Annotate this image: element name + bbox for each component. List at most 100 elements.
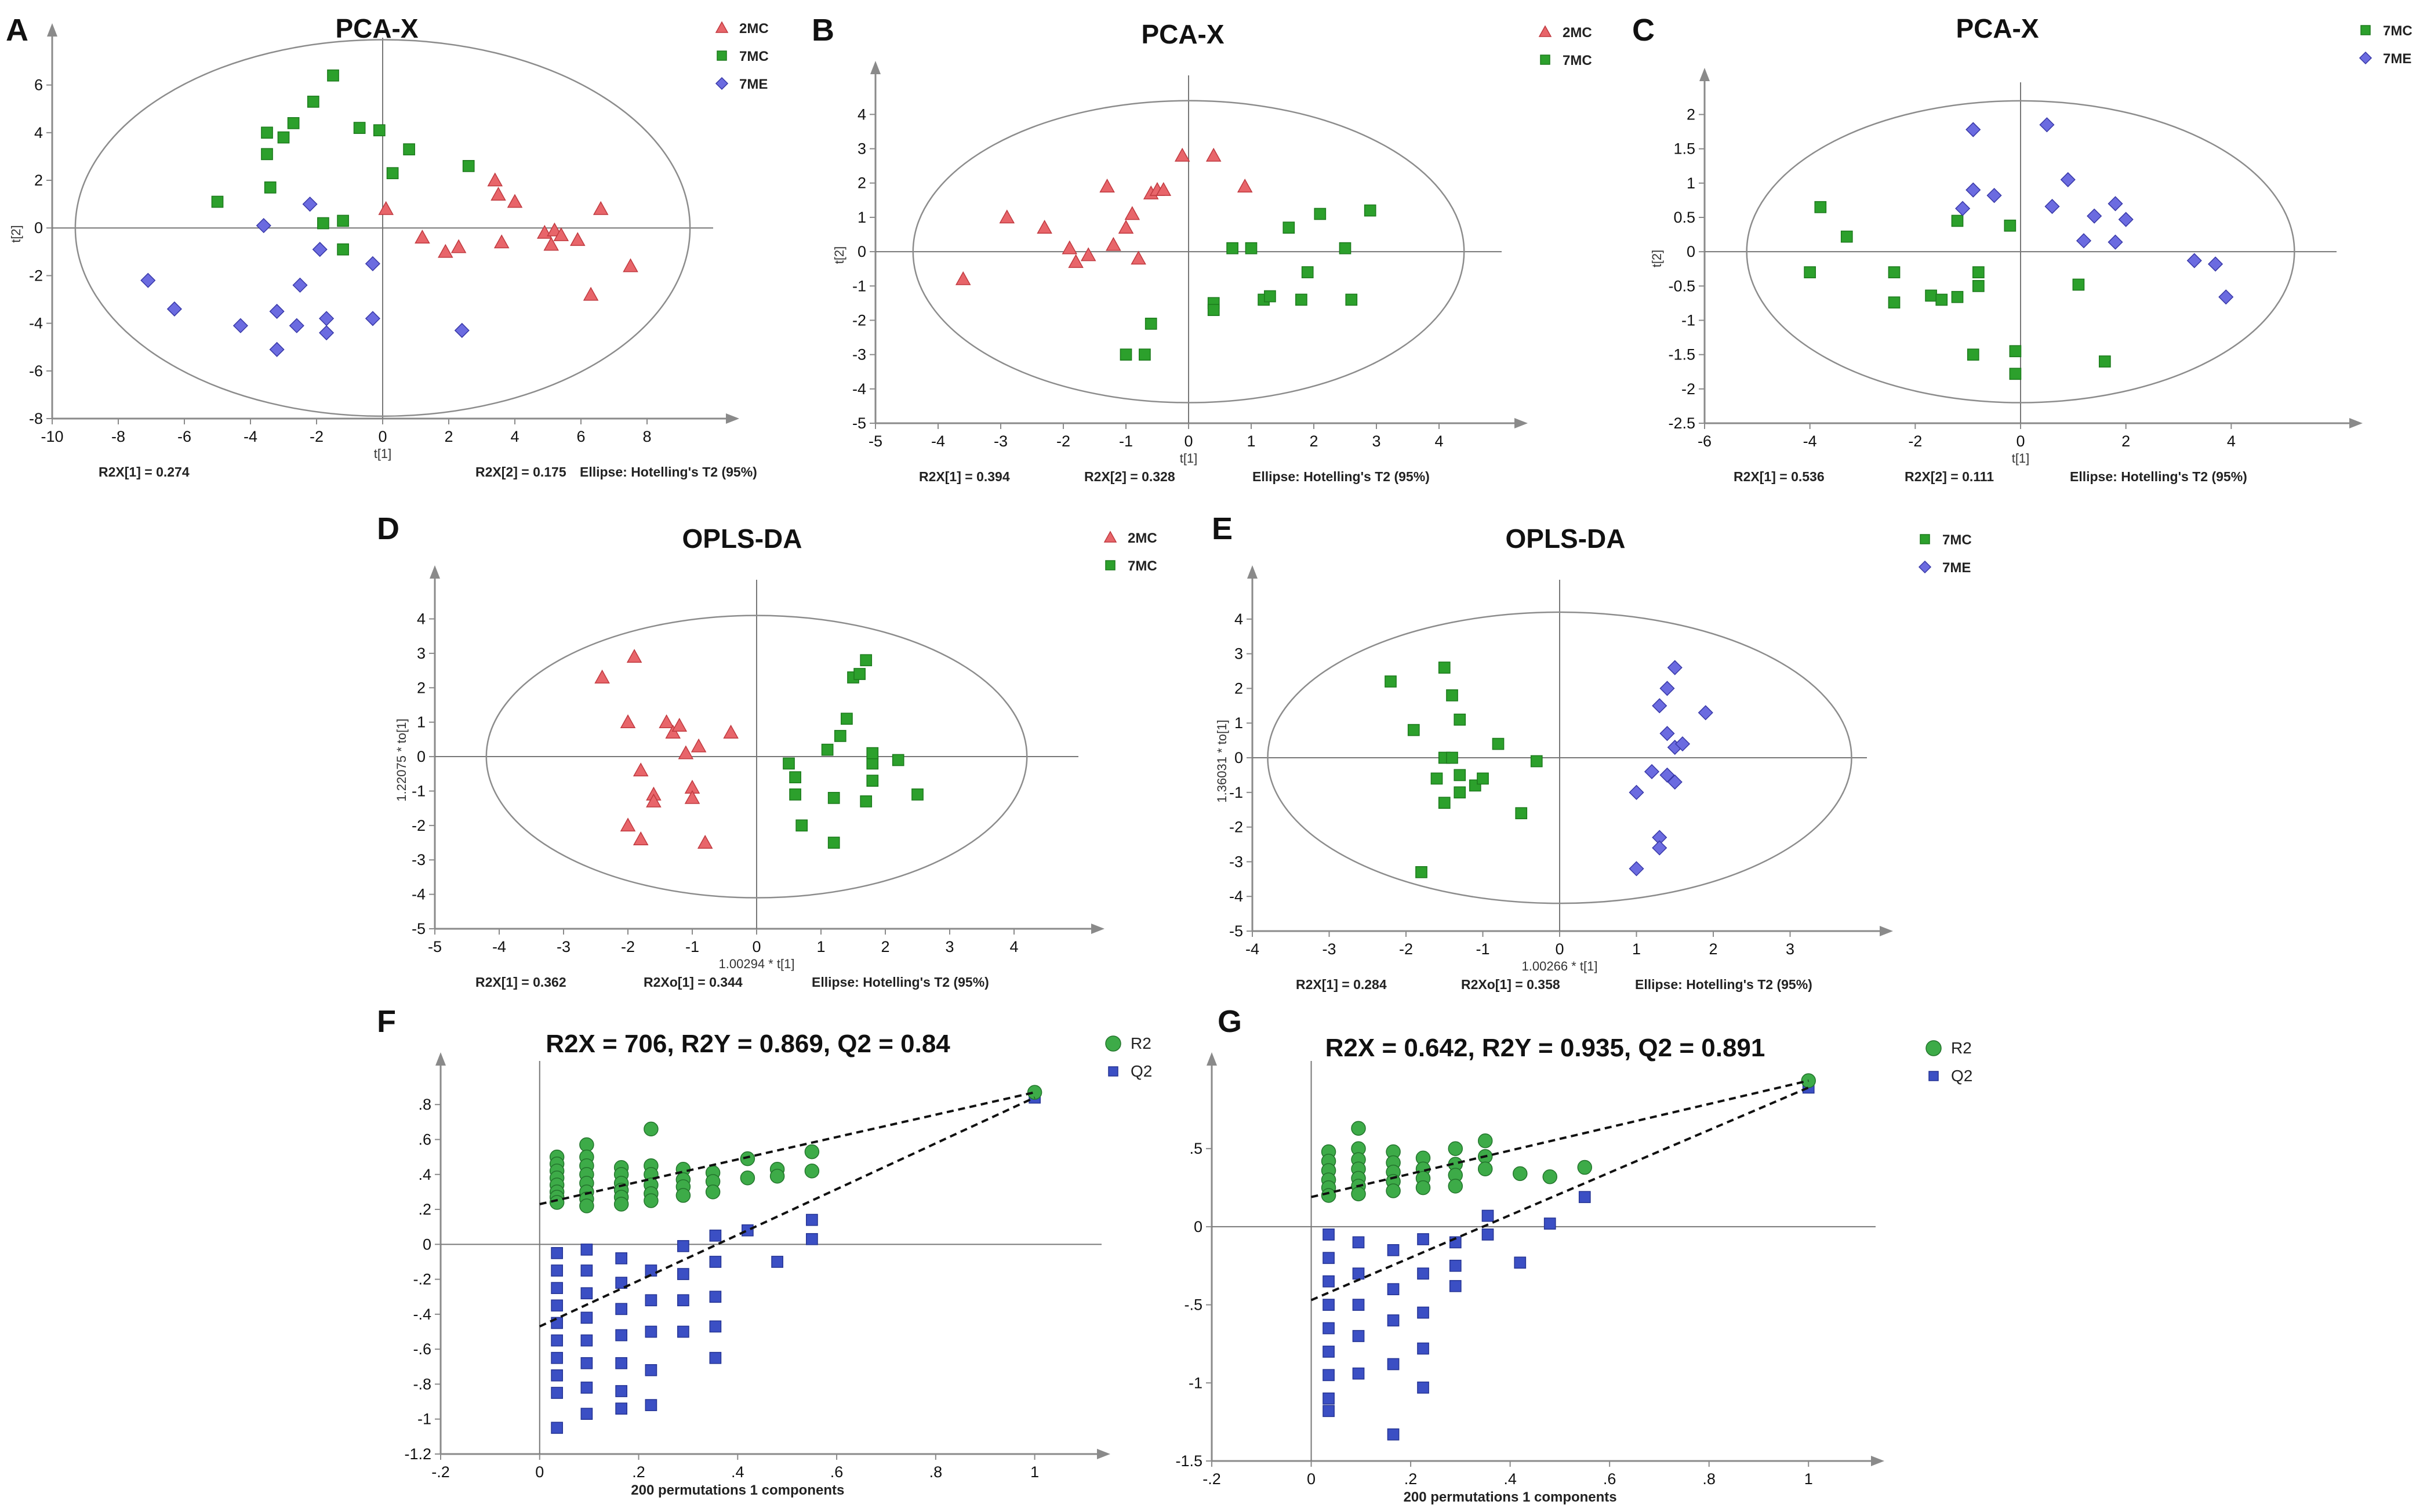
y-tick-label: -1 (1229, 784, 1243, 801)
data-point (579, 1198, 594, 1213)
legend-marker-7mc (1920, 534, 1930, 544)
data-point (645, 1325, 657, 1338)
x-tick-label: -1 (685, 938, 699, 955)
data-point (580, 1382, 593, 1394)
data-point (1448, 1141, 1463, 1156)
data-point (403, 143, 415, 155)
y-tick-label: .2 (418, 1201, 431, 1218)
data-point (2004, 219, 2017, 232)
x-tick-label: -1 (1476, 940, 1489, 958)
legend-marker-7mc (1105, 560, 1116, 570)
y-tick-label: 2 (1234, 679, 1243, 697)
data-point (633, 831, 649, 845)
footer-stat: R2Xo[1] = 0.344 (644, 975, 743, 990)
x-tick-label: -6 (177, 428, 191, 445)
x-axis-arrow (1514, 418, 1528, 428)
y-tick-label: -3 (412, 851, 426, 868)
data-point (1449, 1280, 1462, 1292)
x-axis-arrow (1880, 926, 1893, 936)
y-tick-label: 0 (34, 219, 43, 237)
data-point (2098, 355, 2111, 368)
data-point (1415, 866, 1427, 878)
data-point (1659, 681, 1675, 696)
data-point (2072, 278, 2085, 291)
data-point (264, 181, 277, 194)
data-point (1323, 1299, 1335, 1311)
data-point (438, 243, 453, 258)
data-point (1542, 1169, 1557, 1184)
footer-stat: Ellipse: Hotelling's T2 (95%) (1635, 977, 1812, 992)
data-point (1417, 1306, 1429, 1319)
x-tick-label: -4 (1245, 940, 1259, 958)
data-point (580, 1357, 593, 1369)
data-point (783, 757, 795, 770)
footer-stat: R2X[1] = 0.284 (1296, 977, 1387, 992)
x-axis-label: 1.00294 * t[1] (719, 957, 795, 971)
legend-marker-2mc (1538, 25, 1552, 37)
series-7mc (1804, 201, 2111, 380)
y-tick-label: -2.5 (1668, 415, 1695, 432)
y-tick-label: 0 (1687, 243, 1695, 260)
data-point (615, 1277, 628, 1289)
data-point (2218, 289, 2234, 305)
x-tick-label: 6 (576, 428, 585, 445)
data-point (615, 1252, 628, 1264)
y-tick-label: 3 (858, 140, 866, 158)
data-point (1513, 1166, 1528, 1182)
legend-label: 7ME (1942, 560, 1971, 576)
series-r2 (1321, 1073, 1816, 1203)
x-tick-label: 0 (1555, 940, 1564, 958)
data-point (645, 1399, 657, 1411)
data-point (1352, 1330, 1365, 1342)
panel-g: G R2X = 0.642, R2Y = 0.935, Q2 = 0.891 -.2… (1175, 1004, 1972, 1505)
data-point (317, 217, 329, 230)
data-point (678, 745, 694, 759)
x-tick-label: 2 (2121, 432, 2130, 450)
data-point (551, 1387, 564, 1399)
y-tick-label: -2 (412, 817, 426, 834)
legend-label: 7ME (2383, 51, 2411, 67)
data-point (646, 793, 662, 808)
data-point (866, 757, 879, 770)
hotelling-ellipse (1746, 100, 2295, 404)
data-point (307, 96, 319, 108)
x-tick-label: -6 (1698, 432, 1712, 450)
data-point (312, 242, 328, 257)
footer-stat: Ellipse: Hotelling's T2 (95%) (580, 464, 757, 479)
legend-marker-q2 (1928, 1071, 1939, 1081)
y-tick-label: -3 (1229, 853, 1243, 870)
x-tick-label: -4 (931, 432, 945, 450)
data-point (1323, 1322, 1335, 1335)
y-tick-label: -6 (29, 362, 43, 380)
data-point (1387, 1283, 1400, 1296)
y-tick-label: -8 (29, 410, 43, 427)
legend-label: 2MC (1563, 25, 1592, 41)
data-point (1314, 208, 1327, 220)
data-point (337, 215, 349, 227)
x-tick-label: 4 (1434, 432, 1443, 450)
data-point (821, 743, 834, 756)
data-point (551, 1369, 564, 1382)
series-q2 (551, 1091, 1041, 1434)
panel-b: B PCA-X -5 -4 -3 -2 -1 0 1 2 3 4 -5 -4 -3 -2 -1 0 1 2 3 4 t[1]… (812, 13, 1592, 484)
x-tick-label: 2 (1709, 940, 1717, 958)
y-tick-label: .6 (418, 1131, 431, 1148)
y-axis-label: t[2] (832, 246, 846, 264)
y-tick-label: 1.5 (1673, 140, 1695, 158)
data-point (319, 311, 335, 326)
data-point (1955, 201, 1971, 216)
data-point (1477, 1161, 1493, 1176)
data-point (493, 234, 510, 249)
x-tick-label: 1 (1804, 1470, 1813, 1488)
data-point (709, 1351, 722, 1364)
data-point (1080, 247, 1096, 261)
data-point (1323, 1392, 1335, 1405)
data-point (1027, 1085, 1042, 1100)
x-tick-label: -1 (1119, 432, 1133, 450)
y-tick-label: 0.5 (1673, 209, 1695, 226)
panel-title: R2X = 706, R2Y = 0.869, Q2 = 0.84 (546, 1030, 950, 1058)
legend-marker-r2 (1105, 1035, 1121, 1052)
y-axis-arrow (430, 565, 440, 579)
data-point (1282, 221, 1295, 234)
x-axis-label: 200 permutations 1 components (631, 1482, 844, 1498)
